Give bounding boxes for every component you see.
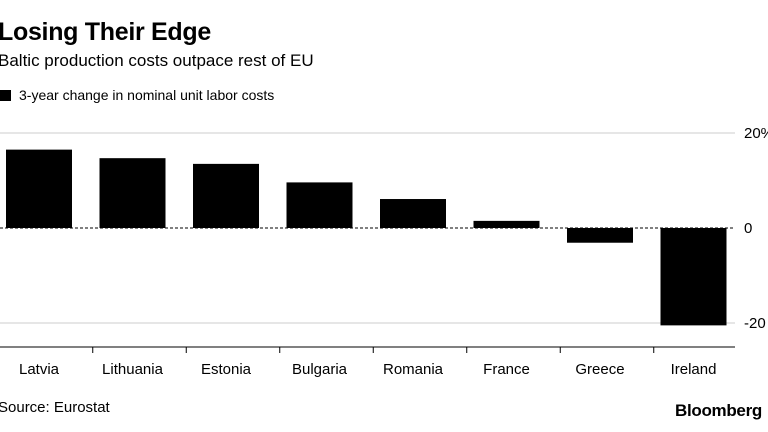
- gridlines: [0, 132, 735, 348]
- x-tick-label: France: [483, 361, 530, 378]
- bar-romania: [380, 199, 446, 228]
- y-tick-label: 0: [744, 220, 752, 237]
- x-tick-label: Lithuania: [102, 361, 164, 378]
- legend: 3-year change in nominal unit labor cost…: [0, 87, 274, 103]
- legend-swatch: [0, 89, 11, 101]
- bar-bulgaria: [286, 182, 353, 228]
- bars: [6, 149, 727, 326]
- brand-logo: Bloomberg: [674, 401, 762, 420]
- bar-greece: [567, 228, 633, 243]
- x-tick-labels: Latvia Lithuania Estonia Bulgaria Romania Fra…: [19, 347, 717, 378]
- bar-ireland: [660, 228, 727, 326]
- x-tick-label: Latvia: [19, 361, 60, 378]
- chart-title: Losing Their Edge: [0, 18, 211, 46]
- x-tick-label: Romania: [383, 361, 444, 378]
- source-note: Source: Eurostat: [0, 399, 110, 416]
- bar-latvia: [6, 149, 72, 228]
- x-tick-label: Estonia: [201, 361, 252, 378]
- x-tick-label: Bulgaria: [292, 361, 348, 378]
- y-tick-labels: 20% 0 -20: [744, 125, 768, 332]
- chart-subtitle: Baltic production costs outpace rest of …: [0, 51, 314, 70]
- x-tick-label: Greece: [575, 361, 624, 378]
- y-tick-label: 20%: [744, 125, 768, 142]
- y-tick-label: -20: [744, 315, 766, 332]
- legend-label: 3-year change in nominal unit labor cost…: [19, 87, 275, 103]
- bar-france: [473, 220, 540, 228]
- bar-estonia: [193, 163, 259, 228]
- x-tick-label: Ireland: [671, 361, 717, 378]
- bar-lithuania: [99, 158, 166, 228]
